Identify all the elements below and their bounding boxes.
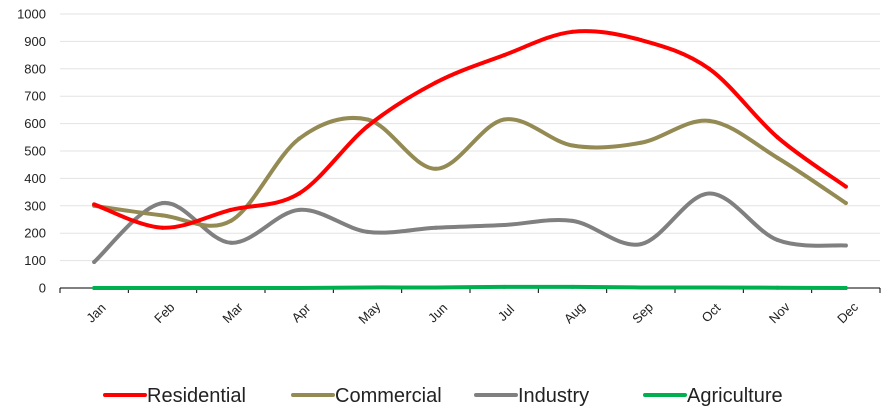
data-point-residential	[160, 225, 165, 230]
data-point-agriculture	[92, 286, 97, 290]
data-point-residential	[228, 207, 233, 212]
legend: Residential Commercial Industry Agriculture	[103, 385, 783, 407]
y-tick-label: 700	[24, 89, 46, 104]
data-point-industry	[228, 240, 233, 245]
legend-label: Agriculture	[687, 385, 783, 407]
x-tick-label: Jul	[495, 302, 517, 324]
data-point-commercial	[228, 218, 233, 223]
data-point-industry	[92, 259, 97, 264]
data-point-industry	[502, 222, 507, 227]
x-tick-label: Aug	[561, 299, 588, 326]
x-tick-label: Sep	[629, 299, 656, 326]
y-tick-label: 500	[24, 144, 46, 159]
x-axis: Jan Feb Mar Apr May Jun Jul Aug Sep Oct Nov Dec	[59, 287, 881, 327]
y-tick-label: 100	[24, 253, 46, 268]
data-point-industry	[843, 243, 848, 248]
data-point-industry	[365, 229, 370, 234]
legend-item-agriculture: Agriculture	[643, 385, 783, 407]
data-point-agriculture	[707, 285, 712, 290]
data-point-residential	[775, 135, 780, 140]
legend-item-commercial: Commercial	[291, 385, 442, 407]
data-point-agriculture	[297, 286, 302, 290]
data-point-residential	[502, 53, 507, 58]
y-tick-label: 900	[24, 34, 46, 49]
data-point-industry	[570, 218, 575, 223]
data-point-residential	[92, 202, 97, 207]
data-point-industry	[433, 225, 438, 230]
data-point-industry	[160, 201, 165, 206]
data-point-residential	[843, 184, 848, 189]
data-point-agriculture	[638, 285, 643, 290]
y-tick-label: 300	[24, 198, 46, 213]
x-tick-label: Apr	[289, 300, 314, 325]
y-tick-label: 800	[24, 61, 46, 76]
x-tick-label: Oct	[699, 300, 724, 325]
series-lines	[92, 29, 848, 291]
x-tick-label: May	[355, 298, 383, 326]
data-point-agriculture	[570, 284, 575, 289]
data-point-industry	[638, 242, 643, 247]
x-tick-label: Dec	[834, 299, 861, 326]
grid-lines	[60, 13, 880, 262]
y-tick-label: 400	[24, 171, 46, 186]
y-tick-label: 600	[24, 116, 46, 131]
data-point-agriculture	[843, 286, 848, 290]
x-tick-label: Feb	[151, 300, 177, 326]
data-point-commercial	[570, 143, 575, 148]
legend-label: Commercial	[335, 385, 442, 407]
data-point-industry	[775, 238, 780, 243]
data-point-residential	[570, 29, 575, 34]
y-tick-label: 1000	[17, 7, 46, 22]
x-tick-label: Nov	[766, 299, 793, 326]
data-point-commercial	[638, 140, 643, 145]
x-tick-label: Jun	[425, 300, 450, 325]
data-point-commercial	[502, 117, 507, 122]
series-line-industry	[92, 191, 848, 264]
data-point-commercial	[160, 213, 165, 218]
x-tick-label: Mar	[219, 299, 246, 326]
data-point-residential	[297, 191, 302, 196]
data-point-residential	[638, 38, 643, 43]
data-point-residential	[707, 66, 712, 71]
y-tick-label: 0	[39, 281, 46, 296]
data-point-residential	[433, 80, 438, 85]
data-point-commercial	[433, 166, 438, 171]
x-tick-label: Jan	[83, 300, 108, 325]
legend-item-residential: Residential	[103, 385, 246, 407]
data-point-agriculture	[502, 284, 507, 289]
data-point-commercial	[297, 136, 302, 141]
data-point-residential	[365, 124, 370, 129]
data-point-industry	[297, 207, 302, 212]
data-point-industry	[707, 191, 712, 196]
data-point-agriculture	[228, 286, 233, 290]
data-point-commercial	[843, 201, 848, 206]
y-tick-label: 200	[24, 226, 46, 241]
data-point-agriculture	[365, 285, 370, 290]
data-point-commercial	[775, 155, 780, 160]
legend-label: Industry	[518, 385, 589, 407]
legend-item-industry: Industry	[474, 385, 589, 407]
data-point-agriculture	[775, 285, 780, 290]
data-point-agriculture	[433, 285, 438, 290]
series-line-commercial	[92, 115, 848, 228]
series-line-agriculture	[92, 284, 848, 291]
y-axis: 0 100 200 300 400 500 600 700 800 900 1000	[17, 7, 46, 296]
data-point-commercial	[365, 117, 370, 122]
legend-label: Residential	[147, 385, 246, 407]
data-point-commercial	[707, 118, 712, 123]
data-point-agriculture	[160, 286, 165, 290]
